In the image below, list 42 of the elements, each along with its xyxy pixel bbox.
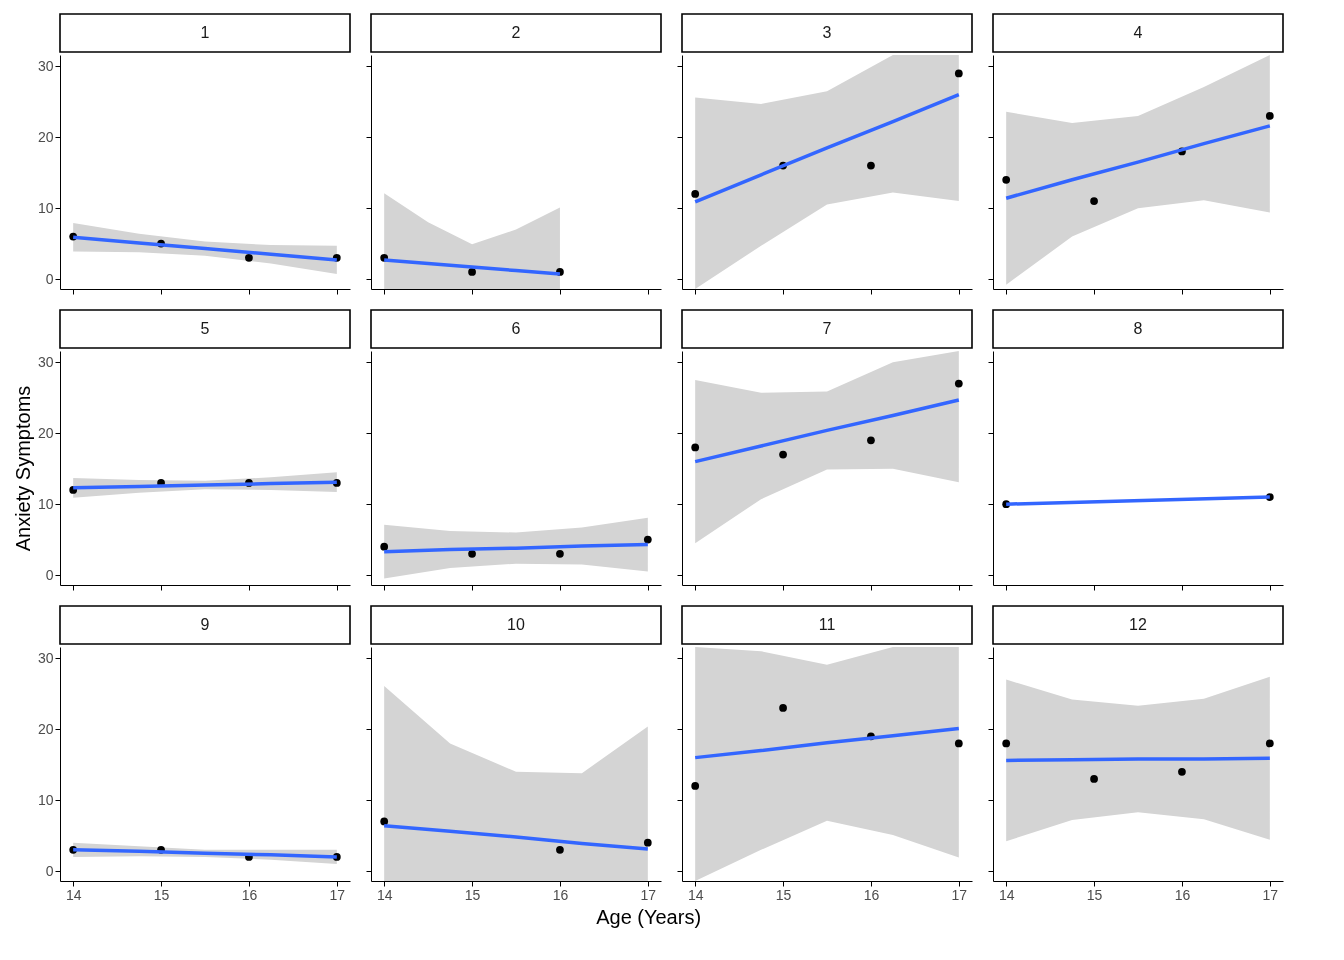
x-tick-label: 16 (863, 886, 880, 903)
y-axis-title: Anxiety Symptoms (11, 385, 34, 552)
y-tick-label: 10 (37, 495, 54, 512)
y-tick-label: 10 (37, 791, 54, 808)
x-tick-label: 15 (775, 886, 792, 903)
x-tick-label: 17 (329, 886, 346, 903)
x-tick-label: 15 (153, 886, 170, 903)
y-tick-label: 30 (37, 649, 54, 666)
chart-title: 12 (1129, 616, 1147, 633)
chart-title: 10 (507, 616, 525, 633)
chart-title: 11 (818, 616, 836, 633)
x-tick-label: 14 (687, 886, 704, 903)
y-tick-label: 0 (45, 566, 54, 583)
chart-title: 6 (511, 320, 521, 337)
x-tick-label: 14 (65, 886, 82, 903)
y-tick-label: 0 (45, 862, 54, 879)
x-tick-label: 17 (951, 886, 968, 903)
y-tick-label: 30 (37, 353, 54, 370)
chart-title: 9 (200, 616, 210, 633)
chart-title: 2 (511, 24, 521, 41)
x-tick-label: 16 (552, 886, 569, 903)
y-tick-label: 30 (37, 57, 54, 74)
x-tick-label: 15 (464, 886, 481, 903)
x-tick-label: 16 (1174, 886, 1191, 903)
x-tick-label: 16 (241, 886, 258, 903)
y-tick-label: 20 (37, 128, 54, 145)
y-tick-label: 20 (37, 720, 54, 737)
chart-title: 7 (822, 320, 832, 337)
x-tick-label: 15 (1086, 886, 1103, 903)
x-tick-label: 14 (376, 886, 393, 903)
y-tick-label: 20 (37, 424, 54, 441)
chart-title: 4 (1133, 24, 1143, 41)
x-tick-label: 14 (998, 886, 1015, 903)
chart-title: 1 (200, 24, 210, 41)
chart-title: 5 (200, 320, 210, 337)
chart-title: 8 (1133, 320, 1143, 337)
x-tick-label: 17 (1262, 886, 1279, 903)
x-tick-label: 17 (640, 886, 657, 903)
y-tick-label: 10 (37, 199, 54, 216)
chart-title: 3 (822, 24, 832, 41)
x-axis-title: Age (Years) (596, 906, 702, 928)
y-tick-label: 0 (45, 270, 54, 287)
